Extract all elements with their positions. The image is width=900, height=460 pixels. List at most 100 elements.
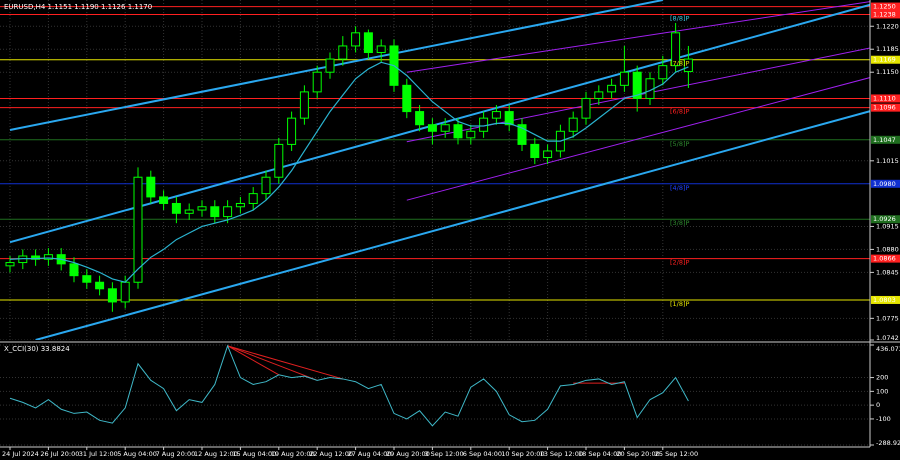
candle-body <box>69 263 79 277</box>
candle-body <box>82 275 92 283</box>
x-tick-label: 20 Sep 20:00 <box>616 450 659 458</box>
candle-body <box>133 176 143 283</box>
level-label: 1.1250 <box>873 3 896 11</box>
candle-body <box>159 196 169 204</box>
y-tick-label: 0 <box>876 401 880 409</box>
level-label-box <box>871 295 900 304</box>
level-tag: [7/8]P <box>670 60 690 68</box>
y-tick-label: 436.0738 <box>876 345 900 353</box>
candle-body <box>95 281 105 290</box>
level-label-box <box>871 2 900 11</box>
candle-body <box>287 117 297 145</box>
x-tick-label: 10 Sep 20:00 <box>501 450 544 458</box>
candle-body <box>517 124 527 145</box>
candle-body <box>146 176 156 198</box>
candle-body <box>530 143 540 159</box>
channel-line <box>406 77 870 201</box>
y-tick-label: 1.0915 <box>876 222 899 230</box>
chart-title: EURUSD,H4 1.1151 1.1190 1.1126 1.1170 <box>4 3 152 11</box>
candle-body <box>619 71 629 86</box>
level-tag: [5/8]P <box>670 140 690 148</box>
level-label-box <box>871 179 900 188</box>
channel-line <box>406 1 870 73</box>
candle-body <box>376 45 386 54</box>
moving-average <box>9 61 689 283</box>
main-panel <box>0 0 870 340</box>
candle-body <box>581 97 591 119</box>
level-label-box <box>871 215 900 224</box>
y-tick-label: 1.1185 <box>876 45 899 53</box>
level-label: 1.0980 <box>873 180 896 188</box>
candle-body <box>223 206 233 218</box>
candle-body <box>671 32 681 67</box>
x-tick-label: 19 Aug 20:00 <box>271 450 315 458</box>
x-tick-label: 26 Jul 20:00 <box>40 450 79 458</box>
x-tick-label: 22 Aug 12:00 <box>309 450 353 458</box>
candle-body <box>479 117 489 132</box>
candle-body <box>261 176 271 195</box>
candle-body <box>171 202 181 214</box>
candle-body <box>363 32 373 54</box>
level-label-box <box>871 10 900 19</box>
y-tick-label: 1.0845 <box>876 268 899 276</box>
candle-body <box>466 130 476 139</box>
level-label-box <box>871 94 900 103</box>
candle-body <box>543 150 553 159</box>
x-tick-label: 13 Sep 12:00 <box>540 450 583 458</box>
x-tick-label: 6 Sep 04:00 <box>463 450 502 458</box>
candle-body <box>120 281 130 303</box>
candle-body <box>453 124 463 139</box>
x-tick-label: 5 Aug 04:00 <box>117 450 157 458</box>
level-label: 1.1047 <box>873 136 896 144</box>
candle-body <box>197 206 207 211</box>
candle-body <box>402 84 412 113</box>
level-label-box <box>871 55 900 64</box>
candle-body <box>632 71 642 99</box>
candle-body <box>235 202 245 208</box>
candle-body <box>312 71 322 93</box>
y-tick-label: 1.0880 <box>876 245 899 253</box>
divergence-line <box>227 345 343 380</box>
candle-body <box>248 193 258 204</box>
candle-body <box>210 206 220 218</box>
candle-body <box>184 209 194 214</box>
channel-line <box>35 110 870 340</box>
level-label-box <box>871 135 900 144</box>
candle-body <box>427 124 437 132</box>
y-tick-label: 100 <box>876 387 888 395</box>
cci-title: X_CCI(30) 33.8824 <box>4 345 70 353</box>
level-tag: [3/8]P <box>670 219 690 227</box>
x-tick-label: 3 Sep 12:00 <box>424 450 463 458</box>
cci-panel <box>0 344 870 446</box>
y-tick-label: -100 <box>876 415 891 423</box>
candle-body <box>299 91 309 119</box>
x-tick-label: 29 Aug 20:00 <box>386 450 430 458</box>
level-tag: [1/8]P <box>670 300 690 308</box>
y-tick-label: -288.9232 <box>876 439 900 447</box>
x-tick-label: 7 Aug 20:00 <box>156 450 196 458</box>
y-tick-label: 1.0775 <box>876 314 899 322</box>
level-tag: [8/8]P <box>670 14 690 22</box>
y-tick-label: 1.1150 <box>876 68 899 76</box>
x-tick-label: 18 Sep 04:00 <box>578 450 621 458</box>
x-tick-label: 15 Aug 04:00 <box>232 450 276 458</box>
divergence-line <box>227 345 318 381</box>
level-label: 1.1110 <box>873 94 896 102</box>
candle-body <box>504 111 514 126</box>
level-tag: [4/8]P <box>670 184 690 192</box>
y-tick-label: 200 <box>876 374 888 382</box>
level-label: 1.0803 <box>873 296 896 304</box>
y-tick-label: 1.1220 <box>876 22 899 30</box>
level-label: 1.0866 <box>873 255 896 263</box>
level-label: 1.1096 <box>873 104 896 112</box>
level-label-box <box>871 103 900 112</box>
candle-body <box>351 32 361 47</box>
level-tag: [6/8]P <box>670 108 690 116</box>
candle-body <box>491 111 501 119</box>
x-tick-label: 12 Aug 12:00 <box>194 450 238 458</box>
candle-body <box>43 254 53 260</box>
candle-body <box>325 58 335 73</box>
level-label: 1.1169 <box>873 56 896 64</box>
